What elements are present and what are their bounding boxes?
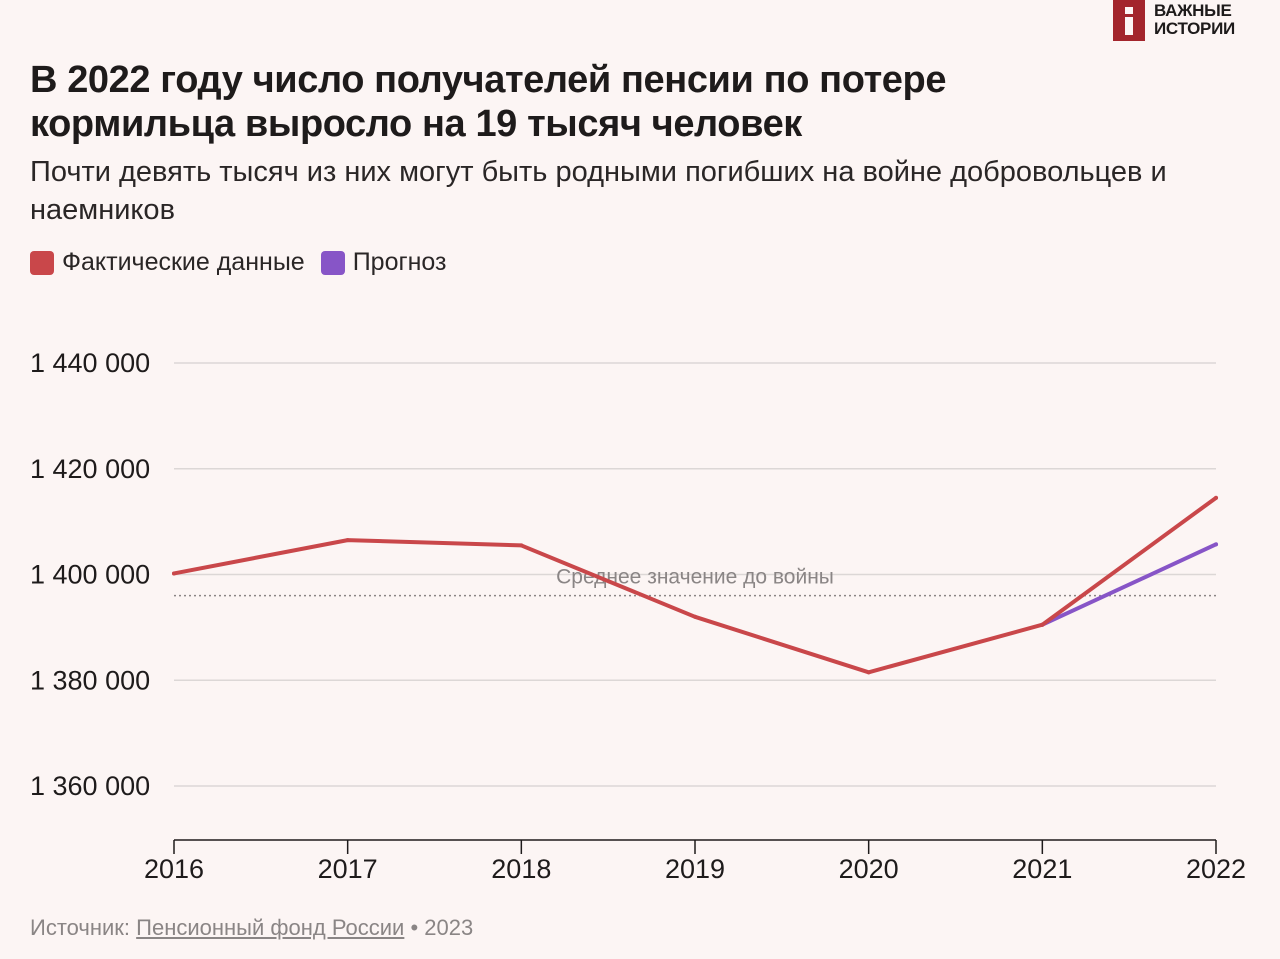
- x-tick-label: 2017: [318, 854, 378, 884]
- legend-item-forecast: Прогноз: [320, 248, 447, 277]
- x-tick-label: 2016: [144, 854, 204, 884]
- legend-label-forecast: Прогноз: [352, 248, 447, 276]
- chart-title: В 2022 году число получателей пенсии по …: [30, 59, 947, 145]
- y-tick-label: 1 380 000: [30, 665, 150, 695]
- x-tick-label: 2022: [1186, 854, 1246, 884]
- legend-label-actual: Фактические данные: [62, 248, 305, 276]
- y-tick-label: 1 400 000: [30, 560, 150, 590]
- y-tick-label: 1 440 000: [30, 348, 150, 378]
- data-point-actual: [693, 614, 697, 619]
- brand-line-1: ВАЖНЫЕ: [1154, 1, 1232, 20]
- y-tick-label: 1 420 000: [30, 454, 150, 484]
- data-point-actual: [1040, 622, 1045, 627]
- legend-item-actual: Фактические данные: [30, 248, 305, 277]
- brand-line-2: ИСТОРИИ: [1154, 19, 1235, 38]
- data-point-actual: [519, 543, 524, 548]
- x-tick-label: 2021: [1012, 854, 1072, 884]
- legend-swatch-forecast: [320, 250, 345, 275]
- chart-subtitle: Почти девять тысяч из них могут быть род…: [30, 156, 1167, 226]
- source-note: Источник: Пенсионный фонд России • 2023: [30, 915, 473, 941]
- x-tick-label: 2020: [839, 854, 899, 884]
- series-line-forecast: [1040, 542, 1218, 627]
- x-tick-label: 2019: [665, 854, 725, 884]
- chart-legend: Фактические данные Прогноз: [30, 248, 463, 277]
- brand-logo: ВАЖНЫЕ ИСТОРИИ: [1113, 0, 1235, 41]
- source-suffix: • 2023: [404, 915, 474, 940]
- source-link[interactable]: Пенсионный фонд России: [136, 915, 405, 940]
- reference-line-label: Среднее значение до войны: [556, 566, 834, 589]
- data-point-actual: [1214, 495, 1218, 500]
- x-tick-label: 2018: [491, 854, 551, 884]
- info-icon: [1113, 0, 1145, 41]
- data-point-actual: [345, 538, 350, 543]
- y-tick-label: 1 360 000: [30, 771, 150, 801]
- legend-swatch-actual: [30, 250, 54, 275]
- data-point-actual: [172, 571, 176, 576]
- source-prefix: Источник:: [30, 915, 137, 940]
- data-point-actual: [866, 670, 871, 675]
- brand-name: ВАЖНЫЕ ИСТОРИИ: [1154, 2, 1235, 38]
- data-point-forecast: [1214, 542, 1218, 547]
